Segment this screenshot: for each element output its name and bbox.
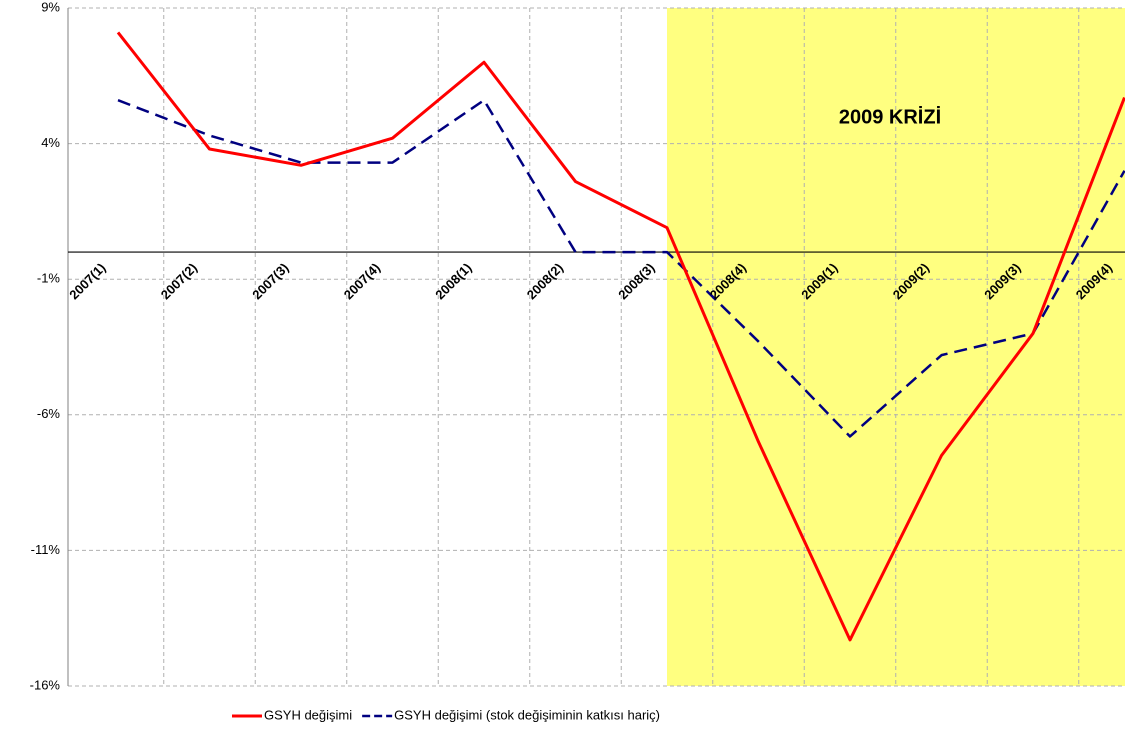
- y-tick-label: 4%: [41, 135, 60, 150]
- annotation: 2009 KRİZİ: [839, 105, 941, 128]
- y-tick-label: 9%: [41, 0, 60, 14]
- y-tick-label: -1%: [37, 271, 61, 286]
- series-line: [116, 31, 1125, 642]
- y-tick-label: -11%: [31, 542, 61, 557]
- y-tick-label: -16%: [30, 677, 61, 692]
- series-line: [117, 98, 1125, 438]
- y-tick-label: -6%: [37, 406, 61, 421]
- legend-label: GSYH değişimi (stok değişiminin katkısı …: [394, 707, 660, 722]
- x-tick-label: 2007(1): [66, 260, 108, 302]
- legend-label: GSYH değişimi: [264, 707, 352, 722]
